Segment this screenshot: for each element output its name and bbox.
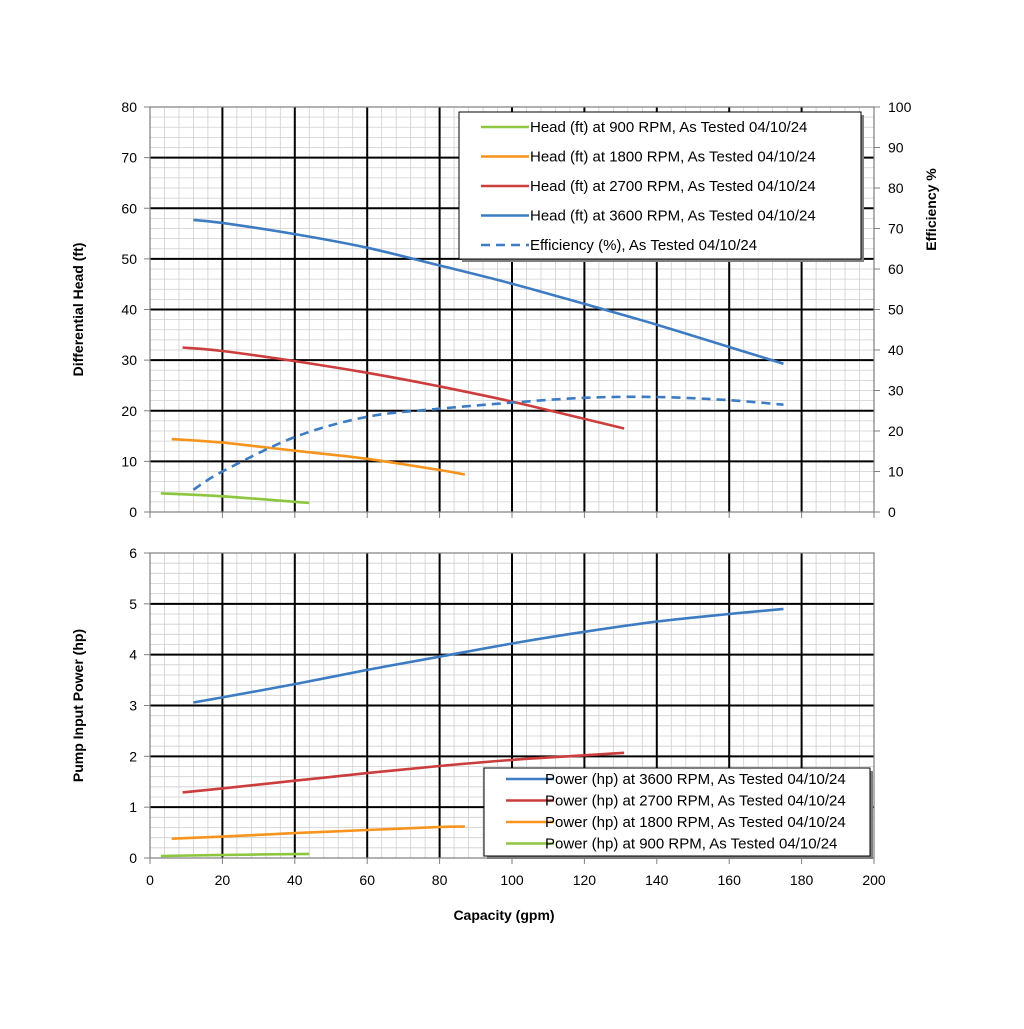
y2-tick-label: 80 xyxy=(888,180,904,196)
y-tick-label: 0 xyxy=(129,504,137,520)
legend: Power (hp) at 3600 RPM, As Tested 04/10/… xyxy=(483,767,873,859)
legend-entry: Head (ft) at 2700 RPM, As Tested 04/10/2… xyxy=(530,178,816,195)
y2-axis-title: Efficiency % xyxy=(923,168,939,251)
y-tick-label: 40 xyxy=(121,302,137,318)
y-tick-label: 10 xyxy=(121,453,137,469)
legend-box xyxy=(483,767,871,857)
y2-tick-label: 100 xyxy=(888,99,912,115)
y2-tick-label: 90 xyxy=(888,140,904,156)
y2-tick-label: 40 xyxy=(888,342,904,358)
x-tick-label: 100 xyxy=(500,872,524,888)
y-tick-label: 0 xyxy=(129,850,137,866)
y-tick-label: 70 xyxy=(121,150,137,166)
x-tick-label: 80 xyxy=(432,872,448,888)
y-tick-label: 6 xyxy=(129,545,137,561)
legend-entry: Efficiency (%), As Tested 04/10/24 xyxy=(530,237,757,254)
legend-entry: Power (hp) at 1800 RPM, As Tested 04/10/… xyxy=(545,814,846,831)
y-tick-label: 30 xyxy=(121,352,137,368)
y-tick-label: 5 xyxy=(129,596,137,612)
y-tick-label: 80 xyxy=(121,99,137,115)
y2-tick-label: 10 xyxy=(888,464,904,480)
y-tick-label: 1 xyxy=(129,799,137,815)
y2-tick-label: 60 xyxy=(888,261,904,277)
y2-tick-label: 20 xyxy=(888,423,904,439)
y-tick-label: 20 xyxy=(121,403,137,419)
series-line-head-ft-at-900-rpm-as-tested-04-10-24 xyxy=(160,492,310,505)
legend: Head (ft) at 900 RPM, As Tested 04/10/24… xyxy=(458,111,864,262)
y-tick-label: 4 xyxy=(129,647,137,663)
series-group xyxy=(160,607,784,858)
x-tick-label: 20 xyxy=(215,872,231,888)
series-line-head-ft-at-2700-rpm-as-tested-04-10-24 xyxy=(182,346,625,430)
series-group xyxy=(160,218,784,505)
series-line-power-hp-at-900-rpm-as-tested-04-10-24 xyxy=(160,852,310,858)
x-tick-label: 200 xyxy=(862,872,886,888)
y2-tick-label: 70 xyxy=(888,221,904,237)
y2-tick-label: 30 xyxy=(888,383,904,399)
series-line-head-ft-at-1800-rpm-as-tested-04-10-24 xyxy=(171,437,466,476)
x-tick-label: 40 xyxy=(287,872,303,888)
y-tick-label: 2 xyxy=(129,748,137,764)
y-axis-title: Differential Head (ft) xyxy=(70,243,86,377)
legend-entry: Head (ft) at 1800 RPM, As Tested 04/10/2… xyxy=(530,149,816,166)
series-line-head-ft-at-3600-rpm-as-tested-04-10-24 xyxy=(193,218,784,365)
x-tick-label: 160 xyxy=(718,872,742,888)
legend-entry: Power (hp) at 2700 RPM, As Tested 04/10/… xyxy=(545,793,846,810)
x-tick-label: 60 xyxy=(359,872,375,888)
legend-entry: Power (hp) at 3600 RPM, As Tested 04/10/… xyxy=(545,771,846,788)
series-line-power-hp-at-2700-rpm-as-tested-04-10-24 xyxy=(182,751,625,794)
x-tick-label: 0 xyxy=(146,872,154,888)
y2-tick-label: 50 xyxy=(888,302,904,318)
y2-tick-label: 0 xyxy=(888,504,896,520)
x-tick-label: 120 xyxy=(573,872,597,888)
legend-entry: Head (ft) at 900 RPM, As Tested 04/10/24 xyxy=(530,119,807,136)
legend-entry: Head (ft) at 3600 RPM, As Tested 04/10/2… xyxy=(530,208,816,225)
legend-entry: Power (hp) at 900 RPM, As Tested 04/10/2… xyxy=(545,836,837,853)
y-tick-label: 50 xyxy=(121,251,137,267)
series-line-power-hp-at-1800-rpm-as-tested-04-10-24 xyxy=(171,825,465,840)
x-tick-label: 140 xyxy=(645,872,669,888)
x-axis-title: Capacity (gpm) xyxy=(453,907,554,923)
y-tick-label: 3 xyxy=(129,698,137,714)
series-line-efficiency-as-tested-04-10-24 xyxy=(192,395,784,491)
x-tick-label: 180 xyxy=(790,872,814,888)
series-line-power-hp-at-3600-rpm-as-tested-04-10-24 xyxy=(193,607,784,704)
chart-panel-head: 0 10 20 30 40 50 60 70 80 0 10 20 30 40 50 60 70 80 90 100 D… xyxy=(70,99,939,520)
y-tick-label: 60 xyxy=(121,200,137,216)
y-axis-title: Pump Input Power (hp) xyxy=(70,629,86,782)
